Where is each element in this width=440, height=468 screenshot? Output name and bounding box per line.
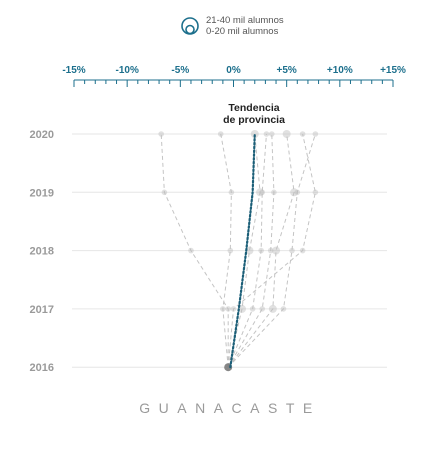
canton-point: [220, 306, 226, 312]
year-rows: 2020 2019 2018 2017 2016: [30, 129, 387, 374]
year-label: 2016: [30, 362, 54, 374]
region-label: GUANACASTE: [139, 400, 320, 416]
x-tick-label: -10%: [115, 65, 138, 76]
x-tick-label: -15%: [62, 65, 85, 76]
year-label: 2019: [30, 187, 54, 199]
x-axis: -15% -10% -5% 0% +5% +10% +15%: [62, 65, 406, 87]
canton-point: [227, 247, 234, 254]
canton-point: [228, 189, 235, 196]
trend-line: [229, 132, 256, 369]
canton-point: [225, 306, 231, 312]
canton-point: [158, 131, 164, 137]
canton-line: [227, 133, 275, 368]
canton-point: [263, 131, 270, 137]
canton-line: [227, 133, 316, 368]
canton-point: [280, 306, 287, 312]
canton-line: [227, 133, 267, 368]
legend-small-label: 0-20 mil alumnos: [206, 26, 279, 37]
canton-point: [312, 189, 319, 196]
canton-point: [290, 188, 299, 197]
canton-point: [258, 247, 264, 254]
canton-point: [188, 247, 194, 254]
canton-point: [259, 189, 266, 196]
x-tick-label: +5%: [277, 65, 297, 76]
x-tick-label: +15%: [380, 65, 406, 76]
canton-lines: [160, 133, 316, 368]
canton-point: [249, 306, 256, 312]
canton-point: [259, 306, 266, 312]
trend-annotation-line-2: de provincia: [223, 114, 285, 126]
canton-point: [294, 189, 301, 196]
legend-small-circle-icon: [185, 24, 195, 35]
province-trend: [229, 132, 256, 369]
canton-point: [271, 189, 277, 196]
canton-point: [268, 304, 277, 313]
canton-point: [250, 130, 259, 138]
year-label: 2017: [30, 304, 54, 316]
canton-point: [161, 189, 168, 196]
x-tick-label: -5%: [171, 65, 189, 76]
canton-point: [282, 130, 291, 138]
legend: 21-40 mil alumnos 0-20 mil alumnos: [181, 15, 284, 37]
canton-points: [158, 130, 319, 372]
canton-point: [267, 247, 274, 254]
canton-point: [272, 246, 281, 255]
canton-point: [312, 131, 319, 137]
canton-point: [299, 131, 306, 137]
year-label: 2020: [30, 129, 54, 141]
canton-line: [227, 133, 261, 368]
canton-line: [160, 133, 229, 368]
canton-point: [299, 247, 306, 254]
canton-point: [217, 131, 224, 137]
canton-point: [230, 306, 237, 312]
x-tick-label: +10%: [327, 65, 353, 76]
canton-point: [256, 188, 265, 197]
canton-line: [227, 133, 316, 368]
canton-point: [268, 131, 275, 137]
year-label: 2018: [30, 246, 54, 258]
trend-annotation-line-1: Tendencia: [228, 102, 279, 114]
canton-line: [227, 133, 295, 368]
x-tick-label: 0%: [226, 65, 241, 76]
legend-large-label: 21-40 mil alumnos: [206, 15, 284, 26]
canton-point: [289, 247, 295, 254]
